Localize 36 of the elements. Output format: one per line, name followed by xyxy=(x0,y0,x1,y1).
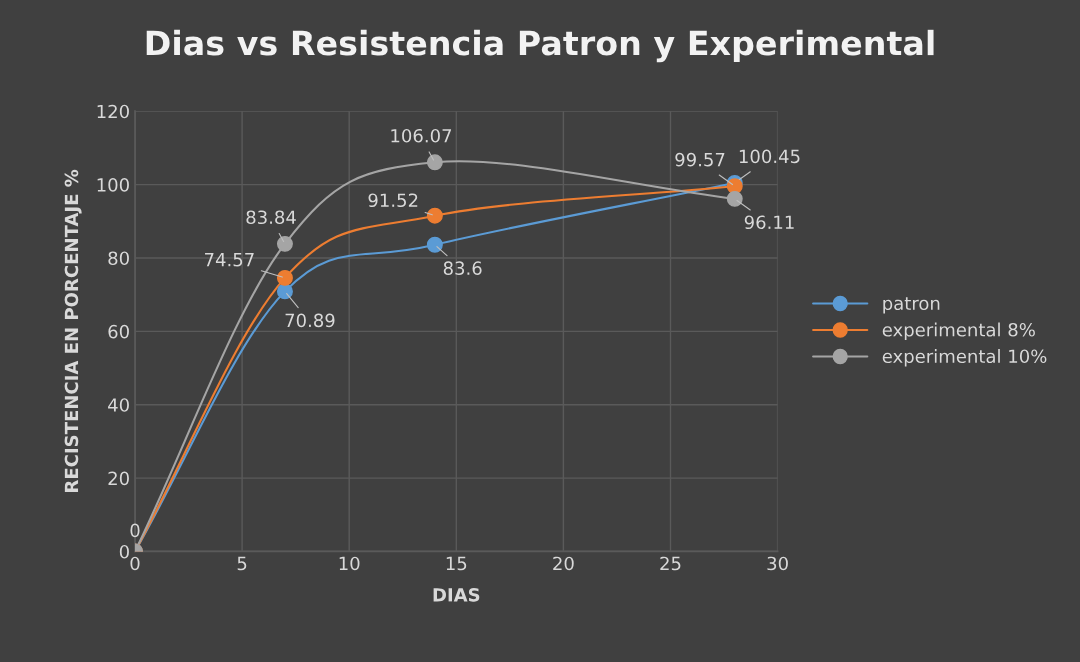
y-tick-label: 40 xyxy=(108,398,129,412)
x-tick-label: 0 xyxy=(130,556,140,571)
legend-label: patron xyxy=(883,297,940,314)
y-tick-label: 80 xyxy=(108,251,129,266)
point xyxy=(726,190,743,207)
data-label: 99.57 xyxy=(675,152,725,167)
x-tick-label: 25 xyxy=(660,556,681,571)
data-label: 74.57 xyxy=(205,253,254,267)
chart-title: Dias vs Resistencia Patron y Experimental xyxy=(146,29,934,63)
y-tick-label: 100 xyxy=(97,178,129,192)
legend-label: experimental 10% xyxy=(882,349,1047,367)
legend-label: experimental 8% xyxy=(882,322,1035,341)
data-label: 83.84 xyxy=(246,210,296,225)
data-label: 70.89 xyxy=(285,313,335,328)
y-tick-label: 20 xyxy=(108,471,129,486)
y-tick-label: 60 xyxy=(108,324,129,339)
x-tick-label: 5 xyxy=(237,556,247,571)
x-tick-label: 10 xyxy=(339,556,360,571)
data-label: 91.52 xyxy=(368,193,418,208)
point xyxy=(426,154,443,171)
data-label: 100.45 xyxy=(739,149,800,164)
data-label: 106.07 xyxy=(391,128,452,143)
point xyxy=(276,269,293,286)
point xyxy=(426,236,443,253)
x-tick-label: 15 xyxy=(446,556,467,571)
data-label: 96.11 xyxy=(744,215,794,230)
x-tick-label: 30 xyxy=(767,556,788,571)
data-label: 0 xyxy=(130,523,140,538)
y-axis-title: RECISTENCIA EN PORCENTAJE % xyxy=(64,169,82,492)
x-tick-label: 20 xyxy=(553,556,574,571)
x-axis-title: DIAS xyxy=(433,587,480,602)
point xyxy=(426,207,443,224)
data-label: 83.6 xyxy=(443,261,482,275)
point xyxy=(276,235,293,252)
y-tick-label: 120 xyxy=(97,104,129,119)
y-tick-label: 0 xyxy=(119,544,129,559)
